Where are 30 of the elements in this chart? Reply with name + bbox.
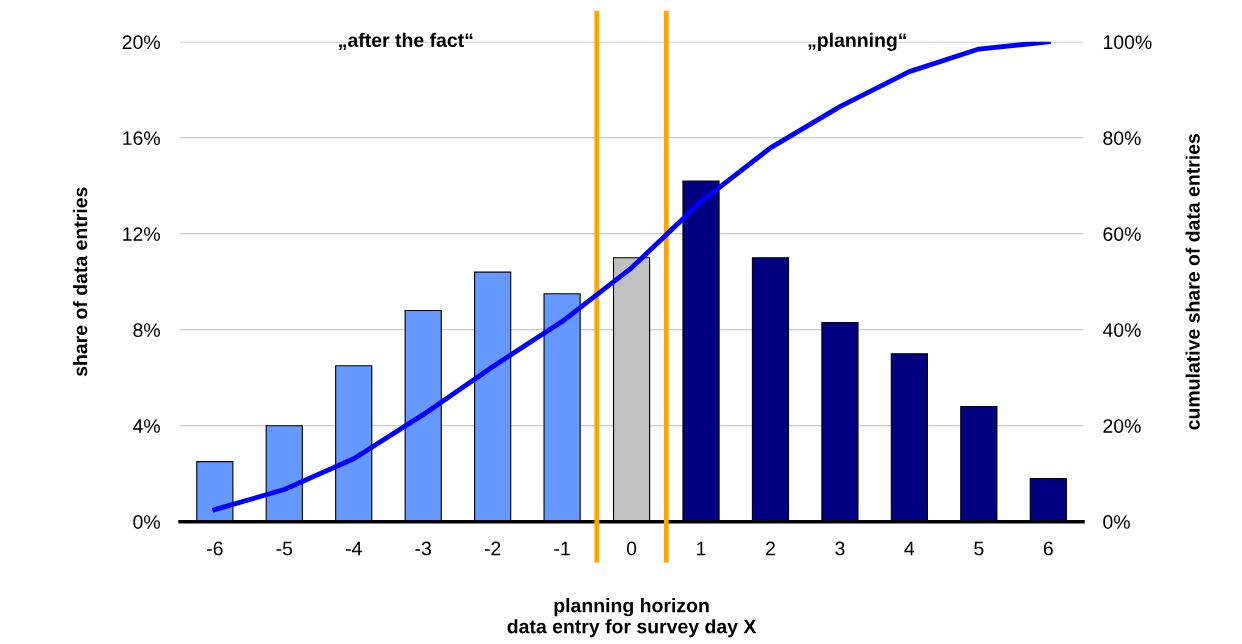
annotation: „planning“ <box>808 32 907 51</box>
y2-tick-label: 0% <box>1103 515 1130 529</box>
y-tick-label: 20% <box>122 35 160 50</box>
y-tick-label: 4% <box>132 419 160 433</box>
y2-tick-label: 60% <box>1103 227 1141 242</box>
y-tick-label: 16% <box>123 131 160 146</box>
x-tick-label: 4 <box>904 541 915 556</box>
x-tick-label: 0 <box>626 541 637 556</box>
y2-tick-label: 100% <box>1103 35 1152 50</box>
x-tick-label: -2 <box>484 541 501 556</box>
y2-tick-label: 40% <box>1102 323 1141 337</box>
x-tick-label: 6 <box>1043 541 1053 556</box>
x-axis-title: planning horizon data entry for survey day X <box>507 598 757 638</box>
x-tick-label: 3 <box>835 541 845 556</box>
y-tick-label: 8% <box>133 323 160 337</box>
x-tick-label: 5 <box>974 541 984 556</box>
x-tick-label: 2 <box>766 541 775 556</box>
y-axis-title: share of data entries <box>73 187 88 377</box>
x-tick-label: -5 <box>276 541 293 556</box>
x-tick-label: -1 <box>554 541 570 556</box>
x-tick-label: -4 <box>345 541 362 556</box>
y-tick-label: 12% <box>123 227 160 241</box>
x-tick-label: 1 <box>697 541 706 556</box>
annotation: „after the fact“ <box>339 32 473 50</box>
y2-tick-label: 80% <box>1103 131 1141 146</box>
x-tick-label: -3 <box>415 541 431 556</box>
y2-axis-title: cumulative share of data entries <box>1185 133 1200 430</box>
x-tick-label: -6 <box>207 541 223 556</box>
y-tick-label: 0% <box>133 515 160 529</box>
y2-tick-label: 20% <box>1103 419 1141 433</box>
